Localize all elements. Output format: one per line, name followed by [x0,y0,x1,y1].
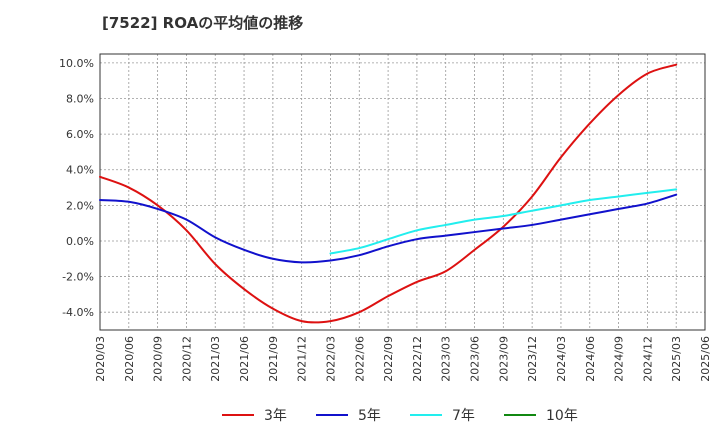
y-axis-tick-labels: -4.0% -2.0% 0.0% 2.0% 4.0% 6.0% 8.0% 10.0% [59,57,94,319]
y-tick-label: 8.0% [66,93,94,106]
y-tick-label: -2.0% [62,271,94,284]
y-tick-label: 10.0% [59,57,94,70]
x-tick-label: 2021/06 [238,336,251,382]
x-tick-label: 2024/03 [555,336,568,382]
x-tick-label: 2023/12 [526,336,539,382]
legend-label: 5年 [358,408,381,424]
x-tick-label: 2023/09 [497,336,510,382]
x-tick-label: 2020/03 [94,336,107,382]
x-axis-tick-labels: 2020/03 2020/06 2020/09 2020/12 2021/03 2021/… [94,336,712,382]
x-tick-label: 2020/06 [123,336,136,382]
x-tick-label: 2022/12 [411,336,424,382]
x-tick-label: 2021/09 [267,336,280,382]
x-tick-label: 2024/12 [641,336,654,382]
series-lines [99,63,678,324]
x-tick-label: 2022/03 [324,336,337,382]
legend-label: 7年 [452,408,475,424]
x-tick-label: 2023/06 [469,336,482,382]
y-tick-label: 2.0% [66,199,94,212]
x-tick-label: 2021/12 [296,336,309,382]
x-tick-label: 2024/06 [584,336,597,382]
x-tick-label: 2021/03 [209,336,222,382]
chart-title: [7522] ROAの平均値の推移 [102,14,304,32]
y-tick-label: 4.0% [66,164,94,177]
x-tick-label: 2025/03 [670,336,683,382]
y-tick-label: 0.0% [66,235,94,248]
y-tick-label: 6.0% [66,128,94,141]
x-tick-label: 2022/09 [382,336,395,382]
x-tick-label: 2023/03 [440,336,453,382]
legend: 3年 5年 7年 10年 [222,408,578,424]
grid-lines [100,54,705,330]
y-tick-label: -4.0% [62,306,94,319]
x-tick-label: 2022/06 [353,336,366,382]
plot-area [100,54,705,330]
x-tick-label: 2020/09 [152,336,165,382]
series-line-7年 [329,188,678,255]
x-tick-label: 2020/12 [180,336,193,382]
x-tick-label: 2024/09 [613,336,626,382]
series-line-5年 [99,193,678,264]
x-tick-label: 2025/06 [699,336,712,382]
legend-label: 3年 [264,408,287,424]
series-line-3年 [99,63,678,324]
plot-border [99,53,706,331]
legend-label: 10年 [546,408,578,424]
